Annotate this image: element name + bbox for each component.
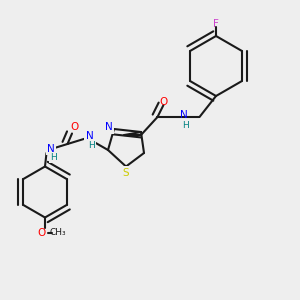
Text: F: F: [213, 19, 219, 29]
Text: H: H: [183, 122, 189, 130]
Text: N: N: [180, 110, 188, 121]
Text: S: S: [123, 167, 129, 178]
Text: N: N: [47, 143, 55, 154]
Text: O: O: [159, 97, 168, 107]
Text: H: H: [50, 153, 57, 162]
Text: CH₃: CH₃: [49, 228, 66, 237]
Text: H: H: [88, 141, 95, 150]
Text: O: O: [38, 227, 46, 238]
Text: N: N: [85, 131, 93, 141]
Text: O: O: [71, 122, 79, 133]
Text: N: N: [105, 122, 112, 133]
